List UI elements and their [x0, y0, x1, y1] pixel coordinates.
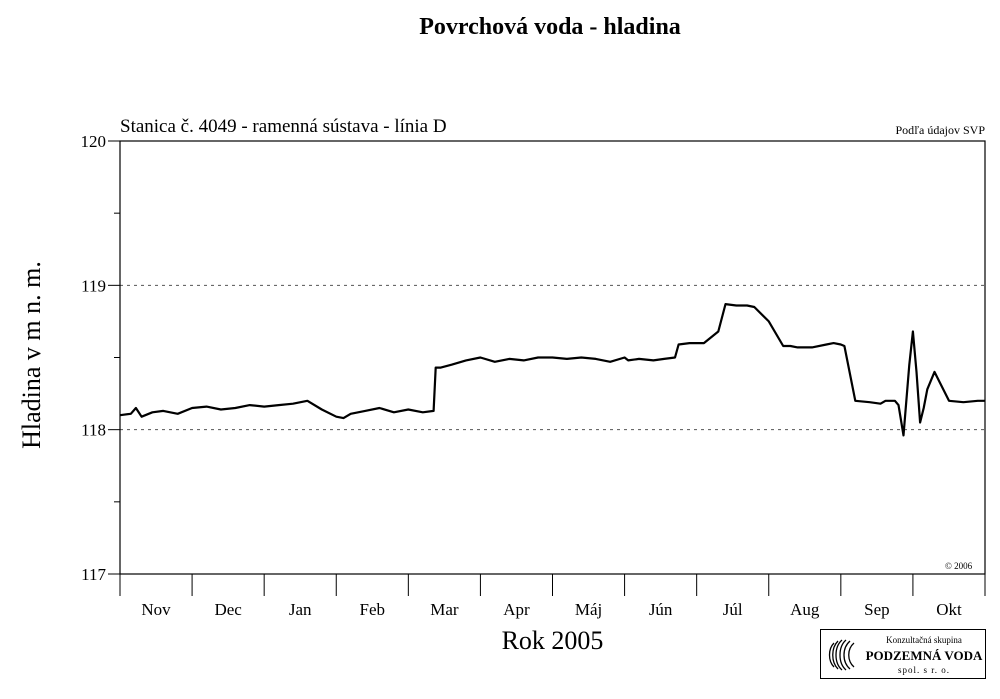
- x-tick-label: Nov: [141, 600, 171, 619]
- source-note: Podľa údajov SVP: [895, 123, 985, 137]
- x-tick-label: Aug: [790, 600, 820, 619]
- x-tick-label: Okt: [936, 600, 962, 619]
- y-tick-label: 120: [81, 132, 107, 151]
- y-axis-label: Hladina v m n. m.: [17, 261, 46, 449]
- y-tick-label: 119: [81, 276, 106, 295]
- copyright-note: © 2006: [945, 561, 973, 571]
- company-logo: Konzultačná skupina PODZEMNÁ VODA spol. …: [820, 629, 986, 679]
- logo-line-group: Konzultačná skupina: [886, 635, 962, 645]
- x-tick-label: Sep: [864, 600, 890, 619]
- x-axis-label: Rok 2005: [501, 626, 604, 655]
- axis-ticks: [108, 140, 986, 596]
- wave-logo-icon: [828, 639, 855, 671]
- chart-title: Povrchová voda - hladina: [419, 14, 681, 40]
- logo-line-name: PODZEMNÁ VODA: [865, 648, 983, 663]
- x-tick-label: Dec: [214, 600, 242, 619]
- tick-labels: 117 118 119 120 Nov Dec Jan Feb Mar Apr Máj Jún Júl A…: [81, 132, 962, 619]
- x-tick-label: Jan: [289, 600, 312, 619]
- x-tick-label: Jún: [649, 600, 673, 619]
- x-tick-label: Máj: [575, 600, 602, 619]
- water-level-line: [119, 303, 985, 437]
- x-tick-label: Mar: [430, 600, 459, 619]
- logo-line-company: spol. s r. o.: [897, 665, 950, 675]
- y-tick-label: 118: [81, 421, 106, 440]
- x-tick-label: Júl: [723, 600, 743, 619]
- y-tick-label: 117: [81, 565, 106, 584]
- x-tick-label: Feb: [360, 600, 386, 619]
- chart-subtitle: Stanica č. 4049 - ramenná sústava - líni…: [120, 116, 447, 137]
- x-tick-label: Apr: [503, 600, 530, 619]
